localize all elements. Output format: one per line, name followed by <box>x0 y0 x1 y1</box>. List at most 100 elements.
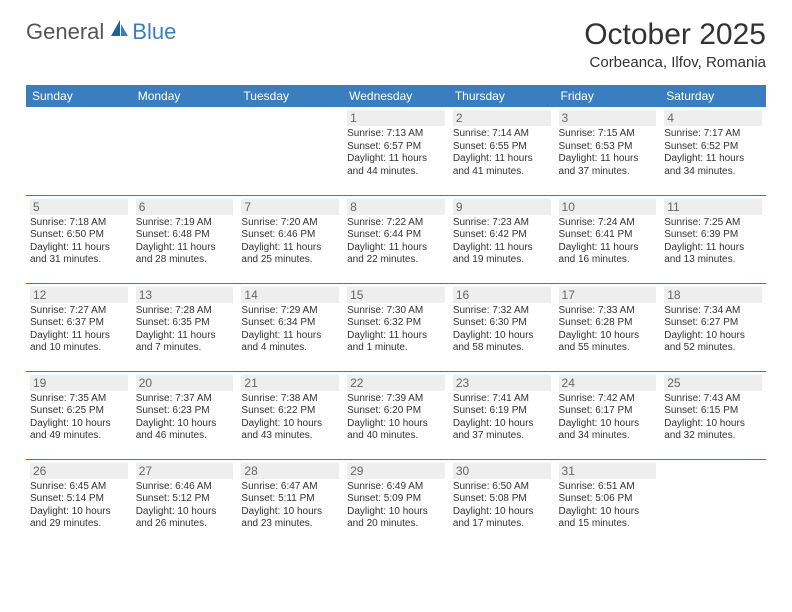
day-number: 3 <box>559 110 657 126</box>
calendar-day-cell: 30Sunrise: 6:50 AMSunset: 5:08 PMDayligh… <box>449 459 555 547</box>
calendar-day-cell: 26 Sunrise: 6:45 AMSunset: 5:14 PMDayligh… <box>26 459 132 547</box>
weekday-header: Monday <box>132 85 238 107</box>
daylight-text-1: Daylight: 10 hours <box>30 506 128 519</box>
day-detail: Sunrise: 7:18 AMSunset: 6:50 PMDaylight:… <box>30 217 128 267</box>
daylight-text-2: and 28 minutes. <box>136 254 234 267</box>
daylight-text-1: Daylight: 11 hours <box>136 330 234 343</box>
weekday-header-row: Sunday Monday Tuesday Wednesday Thursday… <box>26 85 766 107</box>
sunrise-text: Sunrise: 7:23 AM <box>453 217 551 230</box>
day-detail: Sunrise: 7:39 AMSunset: 6:20 PMDaylight:… <box>347 393 445 443</box>
daylight-text-2: and 37 minutes. <box>559 166 657 179</box>
daylight-text-1: Daylight: 10 hours <box>664 418 762 431</box>
sunset-text: Sunset: 6:55 PM <box>453 141 551 154</box>
day-detail: Sunrise: 7:41 AMSunset: 6:19 PMDaylight:… <box>453 393 551 443</box>
day-detail: Sunrise: 7:13 AMSunset: 6:57 PMDaylight:… <box>347 128 445 178</box>
day-number: 10 <box>559 199 657 215</box>
calendar-day-cell: 10Sunrise: 7:24 AMSunset: 6:41 PMDayligh… <box>555 195 661 283</box>
daylight-text-1: Daylight: 11 hours <box>664 153 762 166</box>
sunset-text: Sunset: 6:27 PM <box>664 317 762 330</box>
sunset-text: Sunset: 6:15 PM <box>664 405 762 418</box>
logo-text-general: General <box>26 19 104 45</box>
calendar-day-cell: 24Sunrise: 7:42 AMSunset: 6:17 PMDayligh… <box>555 371 661 459</box>
sunrise-text: Sunrise: 7:19 AM <box>136 217 234 230</box>
sunset-text: Sunset: 5:09 PM <box>347 493 445 506</box>
sunrise-text: Sunrise: 7:14 AM <box>453 128 551 141</box>
sunset-text: Sunset: 6:57 PM <box>347 141 445 154</box>
sunset-text: Sunset: 6:19 PM <box>453 405 551 418</box>
daylight-text-1: Daylight: 11 hours <box>664 242 762 255</box>
daylight-text-2: and 29 minutes. <box>30 518 128 531</box>
calendar-week-row: 12Sunrise: 7:27 AMSunset: 6:37 PMDayligh… <box>26 283 766 371</box>
daylight-text-2: and 19 minutes. <box>453 254 551 267</box>
calendar-week-row: 1 Sunrise: 7:13 AMSunset: 6:57 PMDaylight… <box>26 107 766 195</box>
sunset-text: Sunset: 5:08 PM <box>453 493 551 506</box>
day-detail: Sunrise: 7:22 AMSunset: 6:44 PMDaylight:… <box>347 217 445 267</box>
daylight-text-1: Daylight: 10 hours <box>453 418 551 431</box>
calendar-day-cell: 28Sunrise: 6:47 AMSunset: 5:11 PMDayligh… <box>237 459 343 547</box>
sunset-text: Sunset: 6:44 PM <box>347 229 445 242</box>
sunset-text: Sunset: 6:42 PM <box>453 229 551 242</box>
daylight-text-1: Daylight: 11 hours <box>453 153 551 166</box>
daylight-text-2: and 32 minutes. <box>664 430 762 443</box>
month-title: October 2025 <box>584 18 766 52</box>
day-detail: Sunrise: 7:14 AMSunset: 6:55 PMDaylight:… <box>453 128 551 178</box>
day-number: 9 <box>453 199 551 215</box>
day-detail: Sunrise: 7:19 AMSunset: 6:48 PMDaylight:… <box>136 217 234 267</box>
sunrise-text: Sunrise: 7:18 AM <box>30 217 128 230</box>
day-detail: Sunrise: 7:33 AMSunset: 6:28 PMDaylight:… <box>559 305 657 355</box>
sunset-text: Sunset: 6:48 PM <box>136 229 234 242</box>
day-number: 28 <box>241 463 339 479</box>
sunset-text: Sunset: 6:17 PM <box>559 405 657 418</box>
calendar-day-cell: 18Sunrise: 7:34 AMSunset: 6:27 PMDayligh… <box>660 283 766 371</box>
calendar-day-cell: 9Sunrise: 7:23 AMSunset: 6:42 PMDaylight… <box>449 195 555 283</box>
daylight-text-1: Daylight: 11 hours <box>559 242 657 255</box>
sunset-text: Sunset: 6:52 PM <box>664 141 762 154</box>
sunrise-text: Sunrise: 7:41 AM <box>453 393 551 406</box>
day-detail: Sunrise: 7:20 AMSunset: 6:46 PMDaylight:… <box>241 217 339 267</box>
daylight-text-2: and 52 minutes. <box>664 342 762 355</box>
daylight-text-2: and 1 minute. <box>347 342 445 355</box>
day-detail: Sunrise: 7:30 AMSunset: 6:32 PMDaylight:… <box>347 305 445 355</box>
daylight-text-2: and 46 minutes. <box>136 430 234 443</box>
daylight-text-1: Daylight: 10 hours <box>136 506 234 519</box>
daylight-text-2: and 16 minutes. <box>559 254 657 267</box>
logo-text-blue: Blue <box>132 19 176 45</box>
daylight-text-1: Daylight: 11 hours <box>241 330 339 343</box>
daylight-text-2: and 49 minutes. <box>30 430 128 443</box>
daylight-text-2: and 20 minutes. <box>347 518 445 531</box>
sunrise-text: Sunrise: 6:47 AM <box>241 481 339 494</box>
day-number: 4 <box>664 110 762 126</box>
calendar-day-cell: 3Sunrise: 7:15 AMSunset: 6:53 PMDaylight… <box>555 107 661 195</box>
day-number: 12 <box>30 287 128 303</box>
day-number: 22 <box>347 375 445 391</box>
daylight-text-1: Daylight: 11 hours <box>30 330 128 343</box>
daylight-text-2: and 41 minutes. <box>453 166 551 179</box>
daylight-text-1: Daylight: 11 hours <box>347 330 445 343</box>
day-detail: Sunrise: 6:51 AMSunset: 5:06 PMDaylight:… <box>559 481 657 531</box>
calendar-day-cell <box>660 459 766 547</box>
calendar-day-cell: 23 Sunrise: 7:41 AMSunset: 6:19 PMDayligh… <box>449 371 555 459</box>
day-number: 26 <box>30 463 128 479</box>
daylight-text-1: Daylight: 10 hours <box>664 330 762 343</box>
calendar-day-cell: 12Sunrise: 7:27 AMSunset: 6:37 PMDayligh… <box>26 283 132 371</box>
calendar-week-row: 26 Sunrise: 6:45 AMSunset: 5:14 PMDayligh… <box>26 459 766 547</box>
sunrise-text: Sunrise: 7:25 AM <box>664 217 762 230</box>
day-number: 23 <box>453 375 551 391</box>
daylight-text-2: and 25 minutes. <box>241 254 339 267</box>
day-number: 5 <box>30 199 128 215</box>
daylight-text-1: Daylight: 10 hours <box>559 330 657 343</box>
day-number: 7 <box>241 199 339 215</box>
day-number: 1 <box>347 110 445 126</box>
sunrise-text: Sunrise: 7:28 AM <box>136 305 234 318</box>
daylight-text-2: and 23 minutes. <box>241 518 339 531</box>
calendar-table: Sunday Monday Tuesday Wednesday Thursday… <box>26 85 766 547</box>
calendar-day-cell: 27Sunrise: 6:46 AMSunset: 5:12 PMDayligh… <box>132 459 238 547</box>
sunset-text: Sunset: 6:41 PM <box>559 229 657 242</box>
day-detail: Sunrise: 6:45 AMSunset: 5:14 PMDaylight:… <box>30 481 128 531</box>
weekday-header: Wednesday <box>343 85 449 107</box>
day-number: 11 <box>664 199 762 215</box>
daylight-text-2: and 31 minutes. <box>30 254 128 267</box>
daylight-text-1: Daylight: 11 hours <box>241 242 339 255</box>
sunrise-text: Sunrise: 7:34 AM <box>664 305 762 318</box>
daylight-text-1: Daylight: 10 hours <box>30 418 128 431</box>
